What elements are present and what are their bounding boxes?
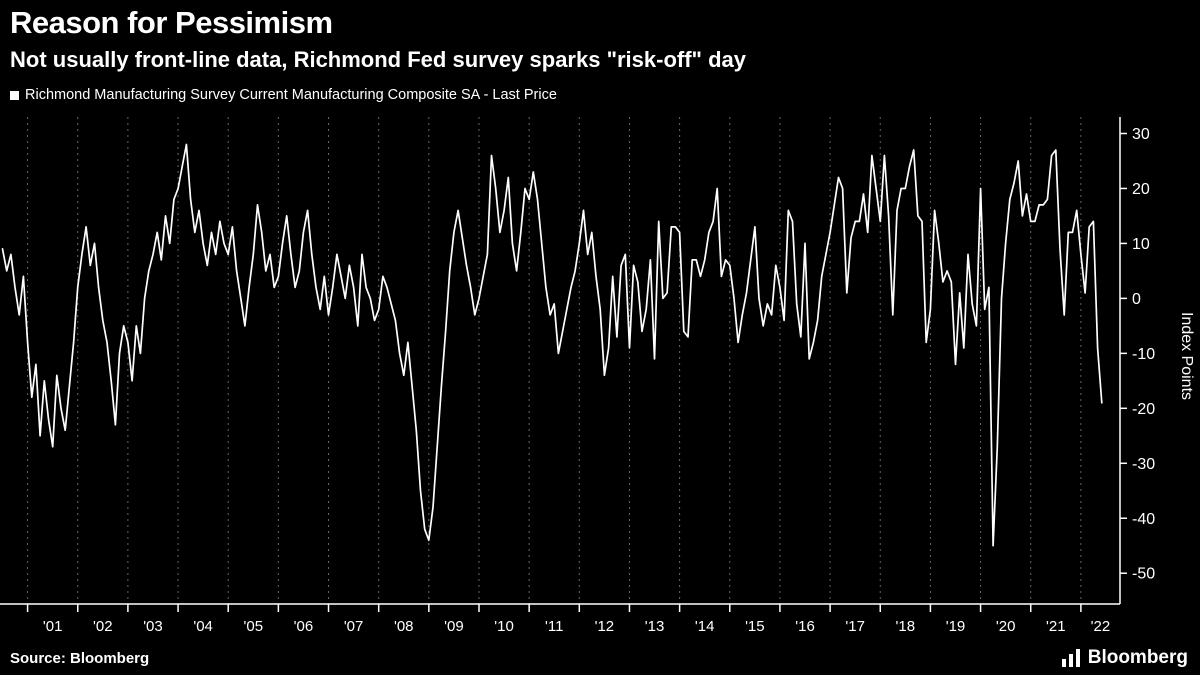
chart-subtitle: Not usually front-line data, Richmond Fe… [10, 47, 747, 73]
svg-text:20: 20 [1132, 181, 1150, 198]
svg-text:'16: '16 [795, 618, 815, 635]
svg-text:'03: '03 [143, 618, 163, 635]
line-chart: '01 '02 '03 '04 '05 '06 '07 '08 '09 '10 '11 '12 '13 '… [0, 117, 1155, 635]
svg-text:0: 0 [1132, 291, 1141, 308]
svg-text:'19: '19 [946, 618, 966, 635]
svg-text:'11: '11 [545, 618, 563, 635]
chart-title: Reason for Pessimism [10, 5, 333, 40]
svg-text:-20: -20 [1132, 401, 1155, 418]
svg-text:'01: '01 [43, 618, 63, 635]
svg-text:-30: -30 [1132, 456, 1155, 473]
svg-text:'10: '10 [494, 618, 514, 635]
svg-text:'09: '09 [444, 618, 464, 635]
svg-text:-10: -10 [1132, 346, 1155, 363]
svg-text:'13: '13 [645, 618, 665, 635]
svg-text:-40: -40 [1132, 511, 1155, 528]
svg-text:'05: '05 [244, 618, 264, 635]
legend-label: Richmond Manufacturing Survey Current Ma… [25, 87, 557, 104]
svg-text:'12: '12 [595, 618, 615, 635]
svg-text:'14: '14 [695, 618, 715, 635]
svg-text:'02: '02 [93, 618, 113, 635]
svg-text:'07: '07 [344, 618, 364, 635]
svg-text:'22: '22 [1091, 618, 1111, 635]
svg-text:'21: '21 [1046, 618, 1066, 635]
svg-text:'18: '18 [896, 618, 916, 635]
svg-text:'08: '08 [394, 618, 414, 635]
svg-text:'17: '17 [845, 618, 865, 635]
svg-text:'04: '04 [193, 618, 213, 635]
svg-text:'15: '15 [745, 618, 765, 635]
svg-text:'20: '20 [996, 618, 1016, 635]
bloomberg-logo: Bloomberg [1061, 647, 1188, 669]
svg-text:'06: '06 [294, 618, 314, 635]
y-axis-title: Index Points [1178, 311, 1195, 401]
bloomberg-logo-text: Bloomberg [1087, 647, 1188, 668]
bloomberg-logo-icon [1061, 648, 1081, 668]
svg-text:10: 10 [1132, 236, 1150, 253]
legend-marker-icon [10, 90, 19, 100]
svg-text:30: 30 [1132, 126, 1150, 143]
source-note: Source: Bloomberg [10, 650, 150, 667]
svg-text:-50: -50 [1132, 566, 1155, 583]
legend: Richmond Manufacturing Survey Current Ma… [0, 87, 1200, 103]
